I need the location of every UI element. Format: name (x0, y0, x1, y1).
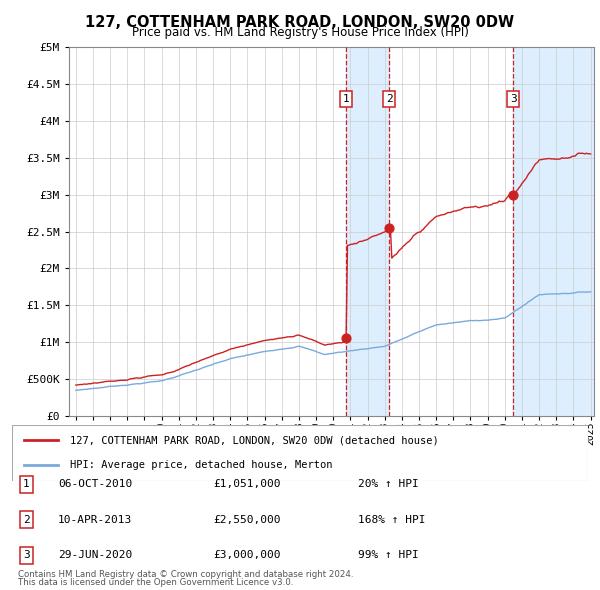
Text: Contains HM Land Registry data © Crown copyright and database right 2024.: Contains HM Land Registry data © Crown c… (18, 570, 353, 579)
Text: 2: 2 (386, 94, 392, 104)
Point (341, 334, 351, 343)
Text: 20% ↑ HPI: 20% ↑ HPI (358, 480, 418, 489)
Text: £1,051,000: £1,051,000 (214, 480, 281, 489)
Text: 168% ↑ HPI: 168% ↑ HPI (358, 515, 425, 525)
FancyBboxPatch shape (12, 425, 588, 481)
Text: £3,000,000: £3,000,000 (214, 550, 281, 560)
Text: 29-JUN-2020: 29-JUN-2020 (58, 550, 133, 560)
Text: 3: 3 (510, 94, 517, 104)
Text: Price paid vs. HM Land Registry's House Price Index (HPI): Price paid vs. HM Land Registry's House … (131, 26, 469, 39)
Bar (346, 47, 389, 416)
Text: 10-APR-2013: 10-APR-2013 (58, 515, 133, 525)
Text: 3: 3 (23, 550, 30, 560)
Bar (513, 47, 594, 416)
Text: 1: 1 (23, 480, 30, 489)
Text: 06-OCT-2010: 06-OCT-2010 (58, 480, 133, 489)
Point (508, 190, 518, 199)
Text: 2: 2 (23, 515, 30, 525)
Text: 127, COTTENHAM PARK ROAD, LONDON, SW20 0DW: 127, COTTENHAM PARK ROAD, LONDON, SW20 0… (85, 15, 515, 30)
Point (385, 223, 394, 232)
Text: 1: 1 (343, 94, 349, 104)
Text: 127, COTTENHAM PARK ROAD, LONDON, SW20 0DW (detached house): 127, COTTENHAM PARK ROAD, LONDON, SW20 0… (70, 435, 439, 445)
Text: This data is licensed under the Open Government Licence v3.0.: This data is licensed under the Open Gov… (18, 578, 293, 587)
Text: HPI: Average price, detached house, Merton: HPI: Average price, detached house, Mert… (70, 460, 332, 470)
Text: 99% ↑ HPI: 99% ↑ HPI (358, 550, 418, 560)
Text: £2,550,000: £2,550,000 (214, 515, 281, 525)
